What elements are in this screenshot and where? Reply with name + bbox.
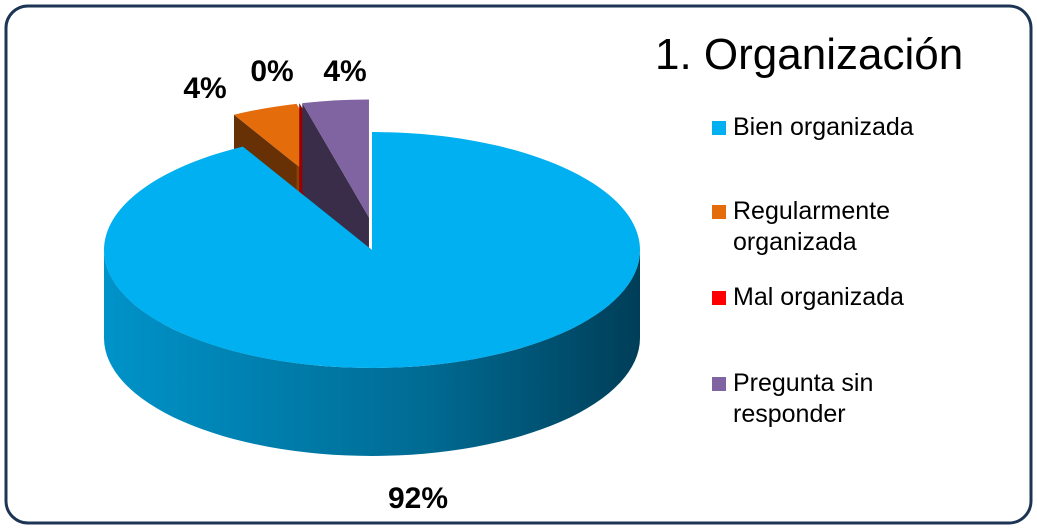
- slice-side: [104, 250, 640, 456]
- legend-item: Regularmente organizada: [712, 196, 978, 258]
- legend-item: Bien organizada: [712, 112, 978, 143]
- legend-item: Mal organizada: [712, 282, 978, 313]
- legend-swatch: [712, 377, 726, 391]
- value-label: 92%: [388, 482, 448, 515]
- legend-label: Mal organizada: [733, 283, 904, 311]
- value-label: 4%: [323, 55, 366, 88]
- value-label: 4%: [183, 72, 226, 105]
- value-label: 0%: [250, 55, 293, 88]
- legend-swatch: [712, 121, 726, 135]
- legend-swatch: [712, 291, 726, 305]
- slice: [302, 99, 369, 218]
- legend-swatch: [712, 205, 726, 219]
- legend-label: Pregunta sin responder: [733, 369, 874, 428]
- slice: [103, 132, 641, 368]
- legend-label: Bien organizada: [733, 113, 914, 141]
- legend-label: Regularmente organizada: [733, 197, 891, 256]
- legend-item: Pregunta sin responder: [712, 368, 978, 430]
- chart-title: 1. Organización: [655, 30, 964, 79]
